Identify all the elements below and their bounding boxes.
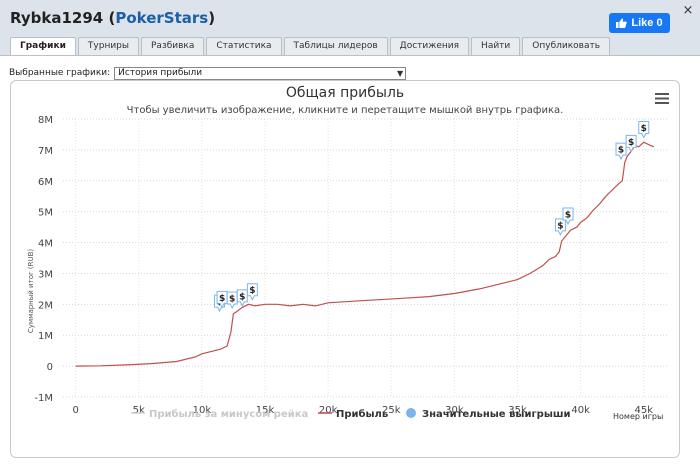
dollar-icon: $ bbox=[628, 138, 634, 148]
y-tick-label: 5M bbox=[38, 208, 53, 219]
x-tick-label: 5k bbox=[133, 405, 145, 416]
dollar-icon: $ bbox=[618, 146, 624, 156]
x-tick-label: 15k bbox=[256, 405, 275, 416]
big-win-flag[interactable]: $ bbox=[615, 142, 627, 161]
title-bar: Rybka1294 (PokerStars) × Like 0 bbox=[0, 0, 700, 36]
tab-charts[interactable]: Графики bbox=[10, 37, 76, 55]
big-win-flag[interactable]: $ bbox=[554, 218, 566, 236]
y-tick-label: 3M bbox=[38, 269, 53, 280]
chart-selector-label: Выбранные графики: bbox=[9, 68, 111, 78]
legend-item-rake[interactable]: Прибыль за минусом рейка bbox=[131, 408, 308, 420]
tab-tournaments[interactable]: Турниры bbox=[77, 37, 139, 55]
big-win-flag[interactable]: $ bbox=[246, 283, 258, 301]
y-tick-label: 8M bbox=[38, 115, 53, 126]
profit-series-line[interactable] bbox=[75, 141, 655, 367]
x-tick-label: 10k bbox=[193, 405, 212, 416]
tab-content: Выбранные графики: История прибыли ▼ Общ… bbox=[0, 55, 700, 465]
tab-bar: Графики Турниры Разбивка Статистика Табл… bbox=[10, 37, 611, 55]
dollar-icon: $ bbox=[641, 124, 647, 134]
tab-publish[interactable]: Опубликовать bbox=[522, 37, 611, 55]
hamburger-menu-icon[interactable] bbox=[655, 93, 669, 104]
tab-statistics[interactable]: Статистика bbox=[206, 37, 282, 55]
close-icon[interactable]: × bbox=[682, 3, 694, 18]
big-win-flag[interactable]: $ bbox=[236, 289, 248, 307]
x-axis-title: Номер игры bbox=[613, 412, 663, 421]
like-button[interactable]: Like 0 bbox=[609, 13, 670, 33]
y-tick-label: 4M bbox=[38, 239, 53, 250]
thumbs-up-icon bbox=[616, 18, 628, 28]
big-win-flag[interactable]: $ bbox=[226, 291, 238, 310]
player-name: Rybka1294 bbox=[10, 9, 104, 27]
x-tick-label: 25k bbox=[382, 405, 401, 416]
chart-selector-dropdown[interactable]: История прибыли ▼ bbox=[114, 66, 407, 80]
chart-selector-row: Выбранные графики: История прибыли ▼ bbox=[9, 66, 407, 80]
y-tick-label: 2M bbox=[38, 300, 53, 311]
big-wins-markers: $$$$$$$$$$ bbox=[214, 121, 650, 313]
dollar-icon: $ bbox=[249, 286, 255, 296]
x-tick-label: 40k bbox=[571, 405, 590, 416]
legend-label-profit: Прибыль bbox=[336, 408, 388, 420]
big-win-flag[interactable]: $ bbox=[638, 121, 650, 139]
legend-label-big-wins: Значительные выигрыши bbox=[422, 409, 571, 420]
tab-find[interactable]: Найти bbox=[471, 37, 521, 55]
dollar-icon: $ bbox=[229, 295, 235, 305]
y-axis-ticks: -1M 0 1M 2M 3M 4M 5M 6M 7M 8M bbox=[34, 115, 53, 404]
x-axis-ticks: 0 5k 10k 15k 20k 25k 30k 35k 40k 45k bbox=[72, 405, 653, 416]
site-link[interactable]: PokerStars bbox=[115, 9, 209, 27]
window-title: Rybka1294 (PokerStars) bbox=[10, 9, 216, 27]
tab-achievements[interactable]: Достижения bbox=[389, 37, 470, 55]
dollar-icon: $ bbox=[557, 221, 563, 231]
legend-label-rake: Прибыль за минусом рейка bbox=[149, 408, 308, 420]
chart-selector-value: История прибыли bbox=[118, 67, 203, 78]
x-tick-label: 30k bbox=[445, 405, 464, 416]
y-tick-label: 6M bbox=[38, 177, 53, 188]
y-tick-label: -1M bbox=[34, 393, 53, 404]
dollar-icon: $ bbox=[565, 211, 571, 221]
chart-container[interactable]: Общая прибыль Чтобы увеличить изображени… bbox=[10, 80, 680, 458]
y-tick-label: 1M bbox=[38, 331, 53, 342]
x-tick-label: 20k bbox=[319, 405, 338, 416]
grid bbox=[63, 118, 669, 398]
tab-leaderboards[interactable]: Таблицы лидеров bbox=[283, 37, 388, 55]
chevron-down-icon: ▼ bbox=[397, 68, 404, 78]
like-label: Like 0 bbox=[631, 17, 663, 29]
legend: Прибыль за минусом рейка Прибыль Значите… bbox=[131, 408, 571, 420]
legend-item-profit[interactable]: Прибыль bbox=[318, 408, 388, 420]
y-tick-label: 7M bbox=[38, 146, 53, 157]
tab-breakdown[interactable]: Разбивка bbox=[141, 37, 205, 55]
x-tick-label: 0 bbox=[72, 405, 78, 416]
profit-chart[interactable]: Общая прибыль Чтобы увеличить изображени… bbox=[11, 81, 679, 457]
y-tick-label: 0 bbox=[47, 362, 53, 373]
big-win-flag[interactable]: $ bbox=[562, 207, 574, 226]
y-axis-title: Суммарный итог (RUB) bbox=[27, 249, 35, 334]
series-group bbox=[75, 141, 655, 367]
big-win-flag[interactable]: $ bbox=[625, 134, 637, 153]
x-tick-label: 35k bbox=[508, 405, 527, 416]
dollar-icon: $ bbox=[219, 294, 225, 304]
legend-item-big-wins[interactable]: Значительные выигрыши bbox=[406, 408, 571, 420]
dollar-icon: $ bbox=[239, 292, 245, 302]
chart-title: Общая прибыль bbox=[286, 85, 404, 101]
x-tick-label: 45k bbox=[634, 405, 653, 416]
chart-subtitle: Чтобы увеличить изображение, кликните и … bbox=[127, 105, 564, 116]
